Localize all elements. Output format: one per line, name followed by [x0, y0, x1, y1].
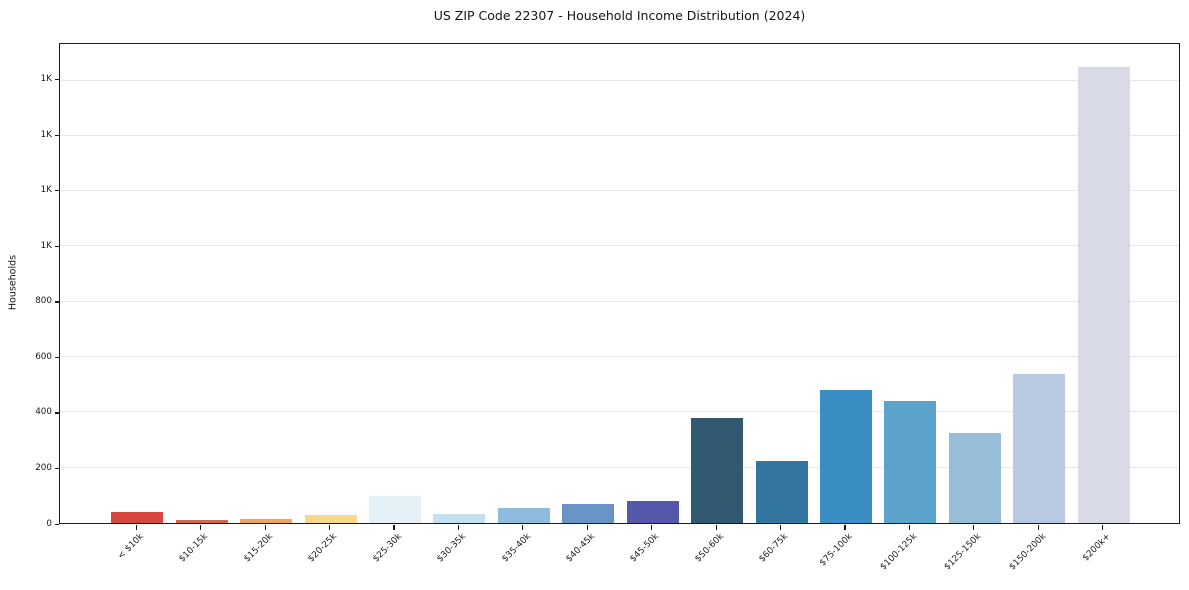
gridline-1000: [60, 245, 1179, 247]
xtick-mark-2: [264, 525, 266, 530]
xtick-mark-0: [135, 525, 137, 530]
xtick-mark-4: [393, 525, 395, 530]
bar-50-60k: [691, 417, 744, 523]
plot-area: [59, 43, 1180, 524]
xtick-label-14: $150-200k: [1007, 531, 1049, 573]
xtick-label-11: $75-100k: [818, 531, 855, 569]
ytick-label-200: 200: [35, 462, 52, 473]
xtick-label-0: < $10k: [116, 531, 147, 562]
bar-150-200k: [1013, 373, 1066, 523]
bar-35-40k: [497, 507, 550, 523]
xtick-mark-3: [328, 525, 331, 530]
ytick-label-800: 800: [35, 296, 52, 307]
bar-30-35k: [433, 513, 486, 523]
gridline-600: [60, 356, 1179, 358]
ytick-label-1400: 1K: [40, 129, 52, 140]
xtick-label-5: $30-35k: [435, 531, 469, 565]
gridline-200: [60, 466, 1179, 468]
xtick-label-15: $200k+: [1080, 531, 1113, 564]
ytick-mark-200: [54, 467, 59, 470]
bar-45-50k: [626, 501, 679, 523]
bar-100-125k: [884, 401, 937, 523]
ytick-label-1000: 1K: [40, 240, 52, 251]
xtick-mark-5: [457, 525, 460, 530]
xtick-label-8: $45-50k: [628, 531, 662, 565]
xtick-mark-1: [200, 525, 202, 530]
ytick-mark-1000: [54, 245, 59, 247]
ytick-mark-400: [54, 412, 59, 414]
ytick-label-400: 400: [35, 407, 52, 418]
ytick-label-0: 0: [46, 518, 52, 529]
xtick-mark-8: [651, 525, 653, 530]
bar-25-30k: [369, 496, 421, 523]
bar-10k: [111, 511, 164, 523]
xtick-label-1: $10-15k: [177, 531, 211, 565]
xtick-mark-6: [522, 525, 524, 530]
bar-125-150k: [948, 433, 1001, 523]
bar-10-15k: [175, 519, 228, 523]
xtick-label-3: $20-25k: [306, 531, 340, 565]
xtick-label-7: $40-45k: [564, 531, 598, 565]
ytick-mark-600: [54, 356, 59, 359]
gridline-1600: [60, 79, 1179, 81]
ytick-mark-1200: [54, 190, 59, 192]
bar-40-45k: [562, 503, 615, 523]
gridline-400: [60, 411, 1179, 413]
ytick-mark-1400: [54, 134, 59, 136]
xtick-label-12: $100-125k: [878, 531, 920, 573]
gridline-1400: [60, 134, 1179, 136]
xtick-label-9: $50-60k: [693, 531, 726, 565]
bar-200k+: [1077, 66, 1130, 523]
xtick-label-4: $25-30k: [371, 531, 404, 565]
bar-60-75k: [755, 460, 808, 523]
ytick-label-1600: 1K: [40, 74, 52, 85]
xtick-mark-12: [908, 525, 910, 530]
chart-title: US ZIP Code 22307 - Household Income Dis…: [433, 8, 806, 23]
bar-15-20k: [240, 518, 293, 523]
xtick-label-10: $60-75k: [757, 531, 791, 565]
ytick-mark-800: [54, 301, 59, 303]
bar-75-100k: [819, 390, 872, 523]
gridline-800: [60, 300, 1179, 302]
ytick-label-600: 600: [35, 351, 52, 362]
y-axis-label: Households: [7, 254, 19, 311]
ytick-label-1200: 1K: [40, 185, 52, 196]
gridline-1200: [60, 190, 1179, 192]
xtick-label-13: $125-150k: [942, 531, 984, 573]
xtick-label-2: $15-20k: [242, 531, 275, 565]
ytick-mark-1600: [54, 79, 59, 81]
xtick-label-6: $35-40k: [499, 531, 533, 565]
xtick-mark-9: [715, 525, 717, 530]
xtick-mark-13: [973, 525, 975, 530]
xtick-mark-11: [844, 525, 846, 530]
xtick-mark-7: [586, 525, 588, 530]
xtick-mark-10: [779, 525, 782, 530]
xtick-mark-14: [1037, 525, 1039, 530]
ytick-mark-0: [54, 523, 59, 525]
xtick-mark-15: [1102, 525, 1104, 530]
bar-20-25k: [304, 515, 357, 523]
